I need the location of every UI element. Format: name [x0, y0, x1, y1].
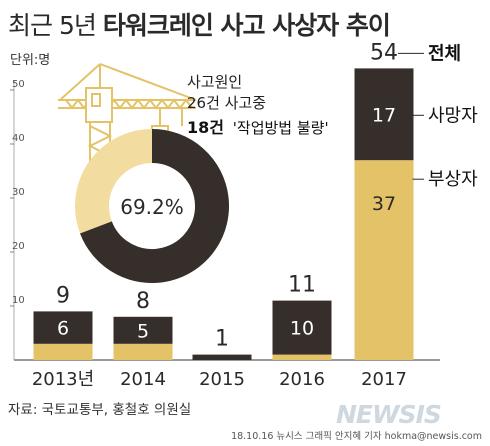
label-total-1: 8: [136, 289, 150, 314]
bar-deaths-1: [113, 316, 173, 344]
category-label-4: 2017: [361, 369, 407, 390]
label-total-2: 1: [215, 327, 229, 352]
bar-injured-1: [113, 343, 173, 360]
chart-title: 최근 5년 타워크레인 사고 사상자 추이: [8, 6, 391, 42]
unit-label: 단위:명: [10, 53, 51, 68]
crane-illustration: [58, 63, 197, 168]
label-deaths-0: 6: [57, 318, 69, 340]
category-label-3: 2016: [279, 369, 325, 390]
annotation-highlight: 18건: [187, 118, 224, 137]
annotation-cause: '작업방법 불량': [233, 119, 329, 137]
watermark: NEWSIS: [336, 400, 442, 429]
bar-injured-0: [33, 343, 93, 360]
bars: 6 9 2013년 5 8 2014 1 2015 10 11 2016 17 37 54 2017 전체사망…: [32, 40, 478, 390]
label-deaths-3: 10: [290, 318, 314, 340]
label-total-4: 54: [370, 40, 398, 65]
chart-title-bold: 타워크레인 사고 사상자 추이: [102, 11, 391, 40]
y-tick-label: 20: [12, 241, 25, 252]
label-total-0: 9: [56, 283, 70, 308]
y-tick-label: 10: [12, 295, 25, 306]
annotation-line3: 18건 '작업방법 불량': [187, 118, 329, 137]
annotation-line1: 사고원인: [187, 73, 242, 91]
label-deaths-1: 5: [137, 320, 149, 342]
chart-title-light: 최근 5년: [8, 11, 97, 40]
label-total-3: 11: [288, 273, 316, 298]
callout-deaths-label: 사망자: [428, 105, 478, 126]
y-axis-ticks: 10 20 30 40 50: [10, 79, 25, 307]
y-tick-label: 30: [12, 187, 25, 198]
y-tick-label: 50: [12, 79, 25, 90]
donut-segment: [80, 129, 229, 283]
source-note: 자료: 국토교통부, 홍철호 의원실: [8, 402, 192, 418]
label-deaths-4: 17: [372, 104, 396, 126]
bar-deaths-2: [192, 354, 252, 360]
bar-deaths-4: [354, 68, 414, 161]
label-injured-4: 37: [372, 193, 396, 215]
callout-total-label: 전체: [428, 43, 461, 64]
bar-deaths-0: [33, 311, 93, 344]
annotation-line2: 26건 사고중: [187, 94, 266, 112]
category-label-2: 2015: [199, 369, 245, 390]
y-tick-label: 40: [12, 133, 25, 144]
credit-line: 18.10.16 뉴시스 그래픽 안지혜 기자 hokma@newsis.com: [231, 431, 482, 442]
donut-chart: 69.2%: [75, 129, 229, 283]
donut-percent-label: 69.2%: [120, 195, 184, 219]
bar-injured-3: [272, 354, 332, 360]
bar-deaths-3: [272, 300, 332, 355]
category-label-0: 2013년: [32, 369, 94, 390]
bar-injured-4: [354, 160, 414, 360]
callout-injured-label: 부상자: [428, 169, 478, 190]
category-label-1: 2014: [120, 369, 166, 390]
